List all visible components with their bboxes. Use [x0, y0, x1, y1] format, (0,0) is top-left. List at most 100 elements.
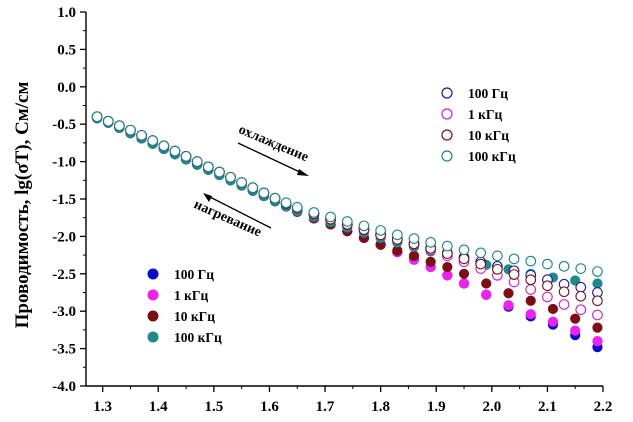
- legend-label: 1 кГц: [174, 288, 208, 303]
- cooling-point: [508, 269, 520, 280]
- x-tick-label: 2.1: [538, 399, 557, 415]
- cooling-point: [202, 161, 214, 173]
- cooling-point: [214, 166, 225, 178]
- heating-point: [481, 289, 492, 300]
- cooling-point: [458, 253, 470, 265]
- cooling-point: [291, 201, 303, 213]
- heating-annotation: нагревание: [191, 193, 272, 240]
- cooling-point: [147, 135, 159, 147]
- heating-point: [570, 325, 581, 336]
- cooling-point: [508, 253, 520, 265]
- legend-marker: [441, 108, 453, 120]
- cooling-point: [525, 274, 537, 286]
- x-tick-label: 1.9: [427, 399, 446, 415]
- cooling-point: [542, 258, 553, 270]
- cooling-arrow-shaft: [237, 142, 305, 175]
- cooling-series: [91, 111, 603, 298]
- x-tick-label: 1.5: [204, 399, 223, 415]
- y-tick-label: -1.0: [52, 155, 76, 171]
- legend-label: 100 кГц: [174, 330, 222, 345]
- heating-point: [570, 313, 581, 324]
- cooling-point: [180, 151, 192, 162]
- y-tick-label: 0.5: [57, 42, 76, 58]
- heating-point: [547, 316, 559, 327]
- cooling-point: [492, 263, 503, 275]
- y-tick-label: -3.0: [52, 304, 76, 320]
- cooling-series: [91, 111, 603, 321]
- y-tick-label: -3.5: [52, 342, 76, 358]
- cooling-point: [91, 111, 103, 123]
- cooling-point: [475, 258, 487, 270]
- x-tick-label: 1.7: [316, 399, 335, 415]
- cooling-point: [558, 260, 570, 272]
- cooling-point: [358, 220, 370, 232]
- y-tick-label: -2.5: [52, 267, 76, 283]
- x-tick-label: 2.0: [482, 399, 501, 415]
- cooling-point: [236, 177, 248, 188]
- cooling-point: [575, 290, 587, 302]
- cooling-point: [102, 115, 114, 127]
- x-tick-label: 1.4: [149, 399, 168, 415]
- cooling-point: [525, 284, 537, 295]
- x-tick-label: 1.6: [260, 399, 279, 415]
- cooling-point: [408, 233, 420, 244]
- axes: [85, 12, 603, 387]
- cooling-point: [458, 244, 470, 256]
- heating-point: [570, 275, 581, 286]
- cooling-arrow-head: [297, 169, 309, 176]
- legend-label: 10 кГц: [468, 128, 509, 143]
- cooling-point: [492, 250, 503, 262]
- heating-point: [458, 268, 470, 279]
- legend-marker: [147, 331, 159, 343]
- legend-label: 100 Гц: [468, 86, 508, 101]
- cooling-point: [191, 156, 203, 167]
- cooling-point: [269, 192, 281, 204]
- cooling-point: [558, 299, 570, 310]
- cooling-point: [525, 255, 537, 267]
- legend-label: 100 Гц: [174, 267, 214, 282]
- legend-label: 10 кГц: [174, 309, 215, 324]
- x-tick-label: 2.2: [594, 399, 613, 415]
- cooling-point: [391, 229, 403, 241]
- heating-point: [525, 309, 536, 320]
- cooling-point: [441, 240, 453, 252]
- cooling-label: охлаждение: [236, 122, 310, 165]
- x-tick-label: 1.3: [93, 399, 112, 415]
- y-tick-label: -0.5: [52, 117, 76, 133]
- cooling-point: [280, 197, 292, 209]
- legend-cooling: 100 Гц 1 кГц 10 кГц 100 кГц: [441, 86, 516, 164]
- cooling-point: [114, 120, 125, 132]
- cooling-point: [225, 171, 236, 183]
- cooling-point: [341, 216, 353, 227]
- y-axis-title: Проводимость, lg(σT), См/см: [12, 82, 33, 329]
- heating-arrow-shaft: [207, 195, 272, 229]
- heating-point: [503, 300, 514, 311]
- legend-marker: [441, 129, 453, 141]
- data-points: [91, 111, 603, 353]
- heating-point: [592, 336, 603, 347]
- cooling-point: [575, 263, 587, 274]
- heating-point: [458, 278, 470, 289]
- y-tick-label: -1.5: [52, 192, 76, 208]
- heating-point: [525, 295, 536, 306]
- cooling-point: [592, 295, 603, 307]
- cooling-point: [136, 130, 147, 141]
- legend-heating: 100 Гц 1 кГц 10 кГц 100 кГц: [147, 267, 222, 345]
- cooling-point: [169, 145, 181, 157]
- cooling-point: [475, 247, 487, 259]
- legend-label: 1 кГц: [468, 107, 502, 122]
- cooling-point: [308, 207, 320, 218]
- heating-point: [592, 278, 603, 289]
- cooling-point: [558, 286, 570, 298]
- heating-point: [547, 303, 559, 315]
- cooling-point: [542, 280, 553, 292]
- cooling-point: [592, 309, 603, 321]
- heating-point: [592, 322, 603, 333]
- heating-point: [442, 261, 453, 273]
- legend-marker: [441, 87, 453, 99]
- cooling-point: [575, 281, 587, 293]
- cooling-series: [91, 111, 603, 277]
- x-tick-label: 1.8: [371, 399, 390, 415]
- cooling-annotation: охлаждение: [236, 122, 311, 176]
- cooling-point: [325, 211, 336, 223]
